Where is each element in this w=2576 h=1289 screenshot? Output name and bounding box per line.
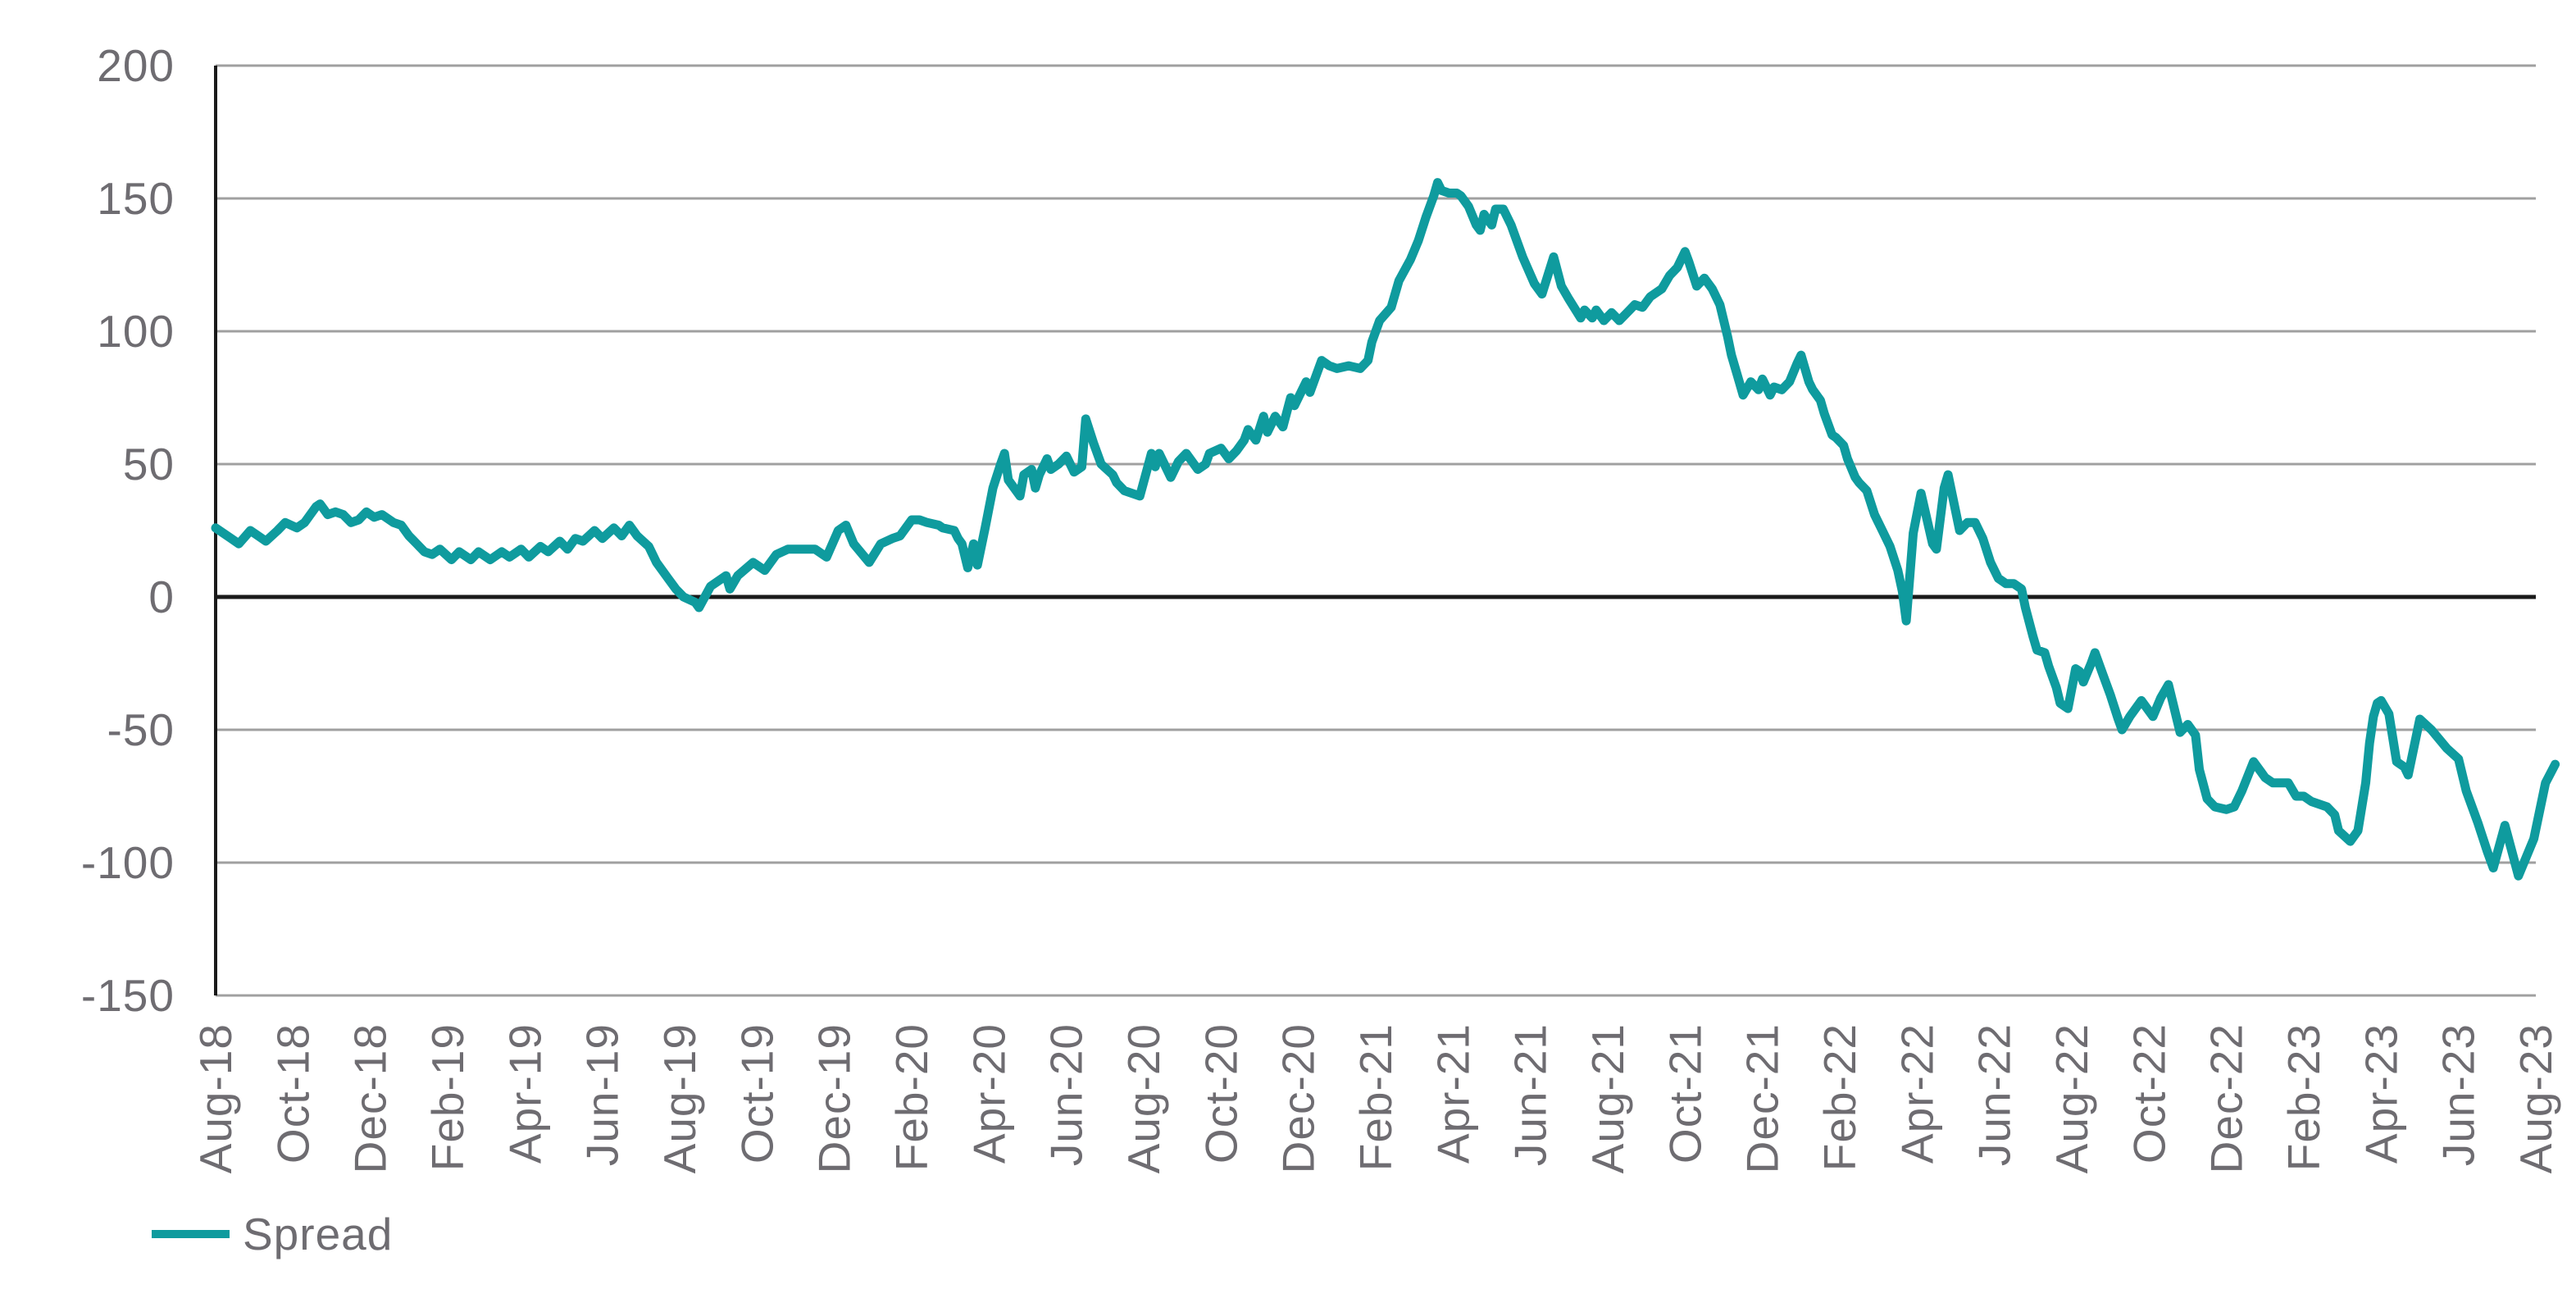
x-axis-tick-label: Feb-19 — [422, 1023, 473, 1171]
y-axis-tick-label: -50 — [107, 704, 175, 755]
x-axis-tick-label: Feb-21 — [1350, 1023, 1401, 1171]
x-axis-tick-label: Aug-23 — [2510, 1023, 2561, 1173]
x-axis-tick-label: Jun-23 — [2433, 1023, 2484, 1166]
x-axis-tick-label: Feb-20 — [886, 1023, 937, 1171]
x-axis-tick-label: Aug-19 — [654, 1023, 705, 1173]
x-axis-tick-label: Dec-22 — [2201, 1023, 2252, 1173]
y-axis-tick-label: 150 — [97, 173, 175, 224]
x-axis-tick-label: Jun-19 — [577, 1023, 628, 1166]
x-axis-tick-label: Jun-22 — [1969, 1023, 2020, 1166]
x-axis-tick-label: Aug-22 — [2046, 1023, 2097, 1173]
x-axis-tick-label: Aug-21 — [1582, 1023, 1633, 1173]
x-axis-tick-label: Oct-19 — [731, 1023, 782, 1164]
x-axis-tick-label: Dec-19 — [809, 1023, 860, 1173]
x-axis-tick-label: Jun-21 — [1505, 1023, 1556, 1166]
x-axis-tick-label: Jun-20 — [1041, 1023, 1092, 1166]
x-axis-tick-label: Apr-23 — [2355, 1023, 2406, 1164]
legend-line-swatch — [152, 1230, 230, 1238]
y-axis-tick-label: 0 — [148, 572, 175, 622]
x-axis-tick-label: Apr-22 — [1891, 1023, 1942, 1164]
y-axis-tick-label: 100 — [97, 306, 175, 357]
x-axis-tick-label: Feb-23 — [2278, 1023, 2329, 1171]
series-line-spread — [211, 178, 2560, 881]
x-axis-tick-label: Aug-18 — [190, 1023, 241, 1173]
x-axis-tick-label: Oct-18 — [267, 1023, 318, 1164]
x-axis-tick-label: Dec-20 — [1273, 1023, 1324, 1173]
legend-label-spread: Spread — [243, 1209, 394, 1259]
x-axis-tick-label: Oct-20 — [1195, 1023, 1246, 1164]
y-axis-tick-label: -150 — [81, 970, 175, 1021]
x-axis-tick-label: Aug-20 — [1118, 1023, 1169, 1173]
legend: Spread — [152, 1209, 393, 1259]
y-axis-tick-label: 200 — [97, 40, 175, 91]
x-axis-tick-label: Apr-19 — [499, 1023, 550, 1164]
x-axis-tick-label: Feb-22 — [1814, 1023, 1865, 1171]
x-axis-tick-label: Oct-22 — [2123, 1023, 2174, 1164]
x-axis-tick-label: Dec-21 — [1737, 1023, 1788, 1173]
x-axis-tick-label: Apr-21 — [1427, 1023, 1478, 1164]
x-axis-tick-label: Dec-18 — [345, 1023, 396, 1173]
y-axis-tick-label: 50 — [123, 439, 175, 490]
x-axis-tick-label: Oct-21 — [1659, 1023, 1710, 1164]
x-axis-tick-label: Apr-20 — [963, 1023, 1014, 1164]
y-axis-tick-label: -100 — [81, 837, 175, 888]
